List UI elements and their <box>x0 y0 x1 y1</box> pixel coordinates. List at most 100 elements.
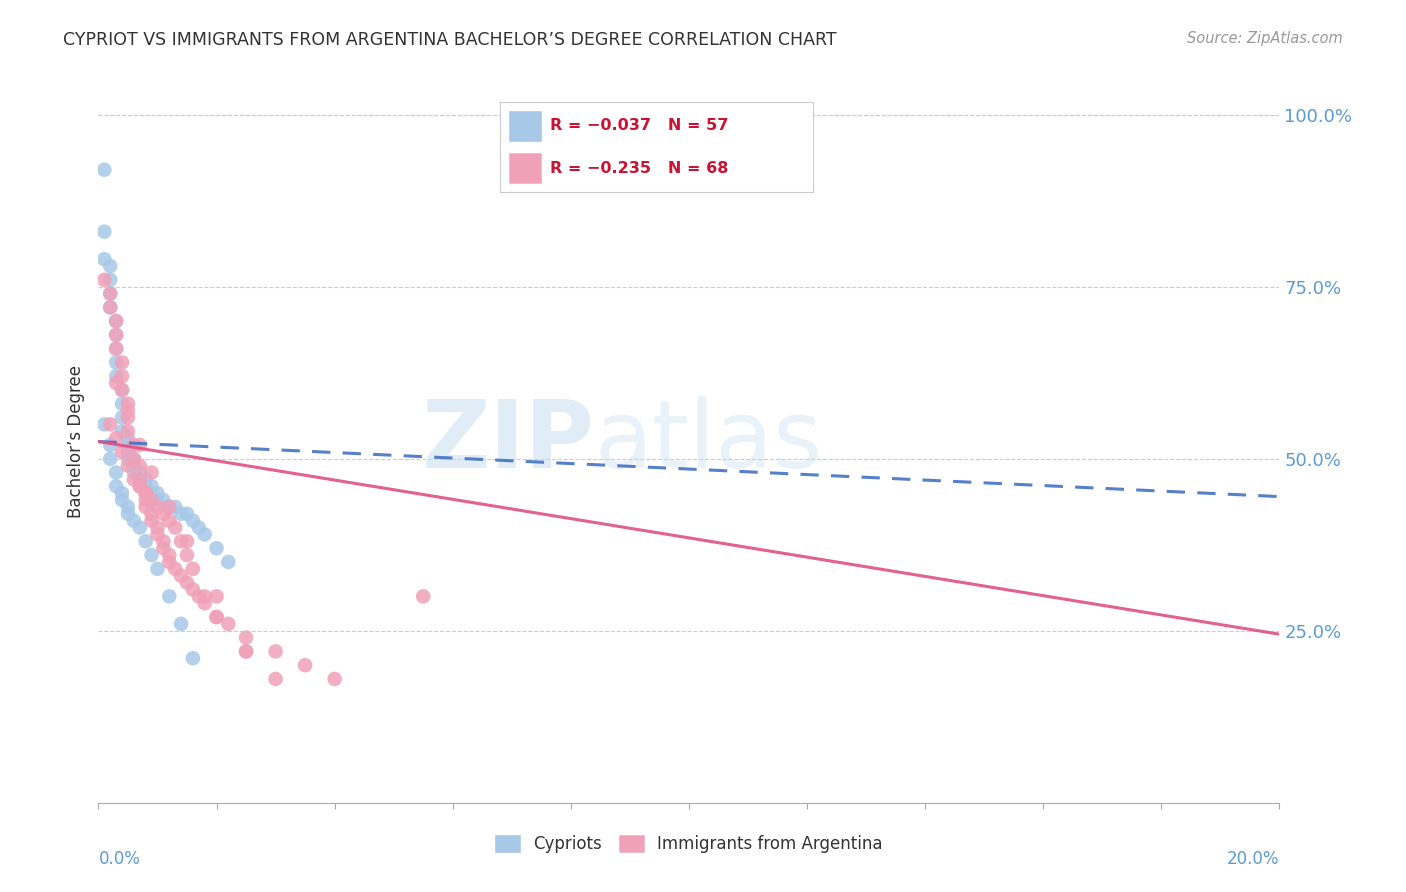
Point <box>157 548 180 562</box>
Point <box>117 431 139 445</box>
Point <box>205 541 228 556</box>
Point <box>117 410 139 425</box>
Point <box>205 610 228 624</box>
Point <box>412 590 434 604</box>
Point <box>152 493 174 508</box>
Point <box>187 590 209 604</box>
Point <box>187 520 209 534</box>
Point <box>141 493 163 508</box>
Point <box>117 424 139 438</box>
Point <box>135 486 157 500</box>
Point <box>105 369 128 384</box>
Point <box>93 417 115 432</box>
Point <box>105 479 128 493</box>
Point <box>176 534 198 549</box>
Point <box>105 327 128 342</box>
Point <box>165 500 187 514</box>
Point <box>117 500 139 514</box>
Point <box>117 451 139 466</box>
Point <box>128 479 150 493</box>
Point <box>157 590 180 604</box>
Point <box>181 651 204 665</box>
Point <box>135 534 157 549</box>
Point <box>181 562 204 576</box>
Point <box>93 252 115 267</box>
Point <box>165 562 187 576</box>
Point <box>176 575 198 590</box>
Point <box>128 472 150 486</box>
Point <box>157 500 180 514</box>
Point <box>111 383 134 397</box>
Point <box>170 568 193 582</box>
Point <box>294 658 316 673</box>
Point <box>98 301 121 315</box>
Point <box>105 466 128 480</box>
Point <box>157 500 180 514</box>
Point <box>98 301 121 315</box>
Point <box>176 548 198 562</box>
Point <box>264 644 287 658</box>
Point <box>146 486 169 500</box>
Point <box>217 616 239 631</box>
Point <box>141 514 163 528</box>
Point <box>235 631 257 645</box>
Text: ZIP: ZIP <box>422 395 595 488</box>
Point <box>157 514 180 528</box>
Y-axis label: Bachelor’s Degree: Bachelor’s Degree <box>66 365 84 518</box>
Point <box>194 596 217 610</box>
Point <box>111 486 134 500</box>
Point <box>105 376 128 390</box>
Point <box>111 383 134 397</box>
Point <box>170 534 193 549</box>
Point <box>128 458 150 473</box>
Point <box>111 445 134 459</box>
Point <box>105 342 128 356</box>
Point <box>152 507 174 521</box>
Point <box>205 590 228 604</box>
Point <box>141 548 163 562</box>
Text: 0.0%: 0.0% <box>98 850 141 868</box>
Point <box>117 445 139 459</box>
Point <box>122 451 145 466</box>
Point <box>122 472 145 486</box>
Point <box>146 500 169 514</box>
Point <box>235 644 257 658</box>
Point <box>105 327 128 342</box>
Point <box>98 417 121 432</box>
Point <box>98 451 121 466</box>
Point <box>128 438 150 452</box>
Point <box>111 355 134 369</box>
Point <box>217 555 239 569</box>
Point <box>98 286 121 301</box>
Point <box>141 479 163 493</box>
Point <box>128 472 150 486</box>
Point <box>111 410 134 425</box>
Point <box>170 616 193 631</box>
Point <box>117 507 139 521</box>
Point <box>141 466 163 480</box>
Point <box>323 672 346 686</box>
Point <box>135 472 157 486</box>
Point <box>117 397 139 411</box>
Point <box>111 493 134 508</box>
Point <box>181 514 204 528</box>
Point <box>152 534 174 549</box>
Point <box>93 162 115 177</box>
Point <box>105 355 128 369</box>
Point <box>146 562 169 576</box>
Point <box>122 458 145 473</box>
Point <box>146 520 169 534</box>
Point <box>264 672 287 686</box>
Point <box>194 527 217 541</box>
Point <box>128 520 150 534</box>
Point <box>146 493 169 508</box>
Point <box>235 644 257 658</box>
Point <box>105 342 128 356</box>
Point <box>117 403 139 417</box>
Point <box>98 273 121 287</box>
Point <box>93 225 115 239</box>
Point <box>128 479 150 493</box>
Point <box>122 438 145 452</box>
Point <box>122 466 145 480</box>
Point <box>105 431 128 445</box>
